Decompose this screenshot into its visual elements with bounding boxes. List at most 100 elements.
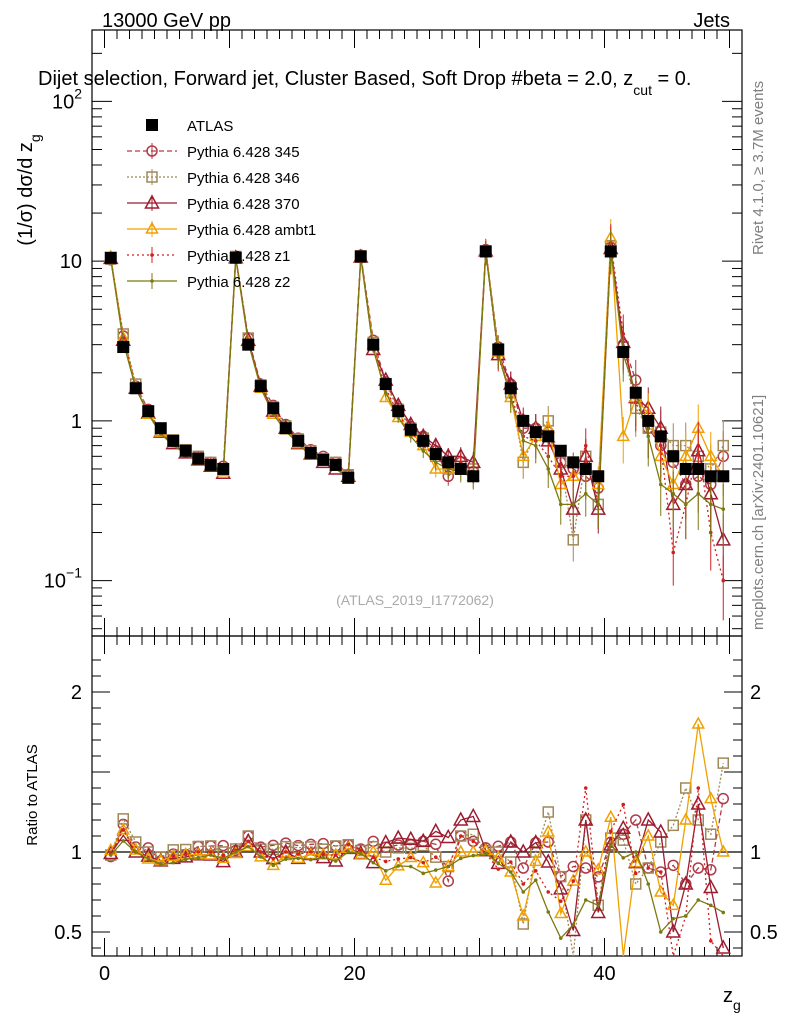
- ratio-point-pythia-6-428-z2: [258, 855, 263, 859]
- point-atlas: [654, 430, 667, 443]
- ratio-point-pythia-6-428-z1: [621, 802, 626, 807]
- ratio-point-pythia-6-428-370: [140, 847, 157, 862]
- ratio-point-pythia-6-428-345: [567, 860, 579, 873]
- point-pythia-6-428-z2: [658, 482, 663, 487]
- point-pythia-6-428-z1: [571, 474, 576, 479]
- point-pythia-6-428-ambt1: [378, 389, 393, 403]
- main-y-tick-base: 10: [44, 571, 66, 593]
- ratio-point-pythia-6-428-z2: [383, 869, 388, 873]
- legend-marker-pythia-6-428-345: [146, 145, 158, 157]
- ratio-x-tick-label: 20: [343, 963, 365, 985]
- ratio-point-pythia-6-428-z2: [471, 853, 476, 858]
- ratio-point-pythia-6-428-370: [590, 903, 607, 919]
- ratio-y-tick-label: 0.5: [54, 922, 82, 944]
- ratio-point-pythia-6-428-z1: [283, 850, 288, 854]
- ratio-point-pythia-6-428-ambt1: [666, 897, 681, 911]
- ratio-point-pythia-6-428-z1: [496, 867, 501, 871]
- legend-marker-pythia-6-428-346: [146, 171, 158, 183]
- point-atlas: [629, 386, 642, 399]
- ratio-point-pythia-6-428-z2: [558, 936, 563, 940]
- ratio-point-pythia-6-428-ambt1: [203, 847, 218, 860]
- ratio-point-pythia-6-428-ambt1: [291, 850, 306, 864]
- ratio-point-pythia-6-428-370: [402, 830, 419, 846]
- ratio-point-pythia-6-428-z2: [571, 922, 576, 927]
- ratio-point-pythia-6-428-370: [640, 811, 657, 826]
- ratio-point-pythia-6-428-346: [680, 782, 692, 794]
- point-atlas: [679, 462, 692, 475]
- legend-label-atlas: ATLAS: [187, 118, 233, 135]
- ratio-point-pythia-6-428-z1: [208, 850, 213, 854]
- ratio-point-pythia-6-428-z2: [458, 856, 463, 861]
- point-pythia-6-428-z2: [433, 460, 438, 465]
- point-pythia-6-428-z2: [708, 502, 713, 507]
- ratio-point-pythia-6-428-z2: [108, 853, 113, 857]
- ratio-point-pythia-6-428-z1: [633, 871, 638, 876]
- ratio-point-pythia-6-428-370: [677, 875, 694, 890]
- x-axis-text: z: [723, 985, 733, 1007]
- ratio-point-pythia-6-428-z2: [596, 903, 601, 908]
- legend-marker-pythia-6-428-z1: [150, 253, 154, 257]
- ratio-point-pythia-6-428-370: [415, 832, 432, 848]
- point-atlas: [267, 402, 280, 415]
- ratio-point-pythia-6-428-ambt1: [241, 839, 256, 852]
- point-atlas: [279, 422, 292, 435]
- point-pythia-6-428-ambt1: [428, 461, 443, 474]
- main-y-tick-label: 10−1: [44, 565, 82, 593]
- energy-label: 13000 GeV pp: [102, 10, 231, 32]
- ratio-point-pythia-6-428-z1: [246, 839, 251, 844]
- ratio-point-pythia-6-428-346: [542, 806, 554, 818]
- ratio-point-pythia-6-428-370: [377, 834, 394, 849]
- ratio-point-pythia-6-428-z1: [421, 860, 426, 865]
- ratio-point-pythia-6-428-z2: [621, 856, 626, 860]
- ratio-point-pythia-6-428-346: [142, 846, 154, 858]
- ratio-point-pythia-6-428-346: [405, 842, 417, 855]
- main-y-tick-exp: −1: [66, 565, 82, 581]
- main-y-tick-exp: 2: [74, 85, 82, 101]
- point-atlas: [204, 458, 217, 471]
- legend-marker-pythia-6-428-370: [144, 194, 160, 209]
- ratio-point-pythia-6-428-z1: [646, 866, 651, 870]
- point-pythia-6-428-z2: [671, 491, 676, 496]
- ratio-point-pythia-6-428-370: [602, 836, 619, 851]
- ratio-point-pythia-6-428-345: [705, 864, 717, 876]
- ratio-point-pythia-6-428-345: [630, 814, 642, 826]
- ratio-point-pythia-6-428-ambt1: [716, 844, 731, 857]
- point-atlas: [479, 245, 492, 258]
- point-pythia-6-428-z2: [721, 507, 726, 511]
- ratio-point-pythia-6-428-ambt1: [516, 908, 531, 921]
- ratio-point-pythia-6-428-z2: [721, 910, 726, 915]
- ratio-point-pythia-6-428-z2: [421, 871, 426, 876]
- point-pythia-6-428-z2: [583, 491, 588, 496]
- ratio-point-pythia-6-428-z2: [246, 844, 251, 849]
- point-pythia-6-428-z1: [671, 550, 676, 555]
- ratio-point-pythia-6-428-ambt1: [578, 844, 593, 857]
- ratio-y-tick-label: 1: [71, 842, 82, 864]
- point-atlas: [117, 341, 130, 354]
- ratio-point-pythia-6-428-z2: [296, 856, 301, 861]
- ratio-point-pythia-6-428-ambt1: [353, 847, 368, 860]
- ratio-point-pythia-6-428-ambt1: [328, 847, 343, 860]
- point-atlas: [154, 422, 167, 435]
- ratio-point-pythia-6-428-z2: [371, 860, 376, 865]
- ratio-point-pythia-6-428-345: [667, 859, 679, 872]
- ratio-point-pythia-6-428-z1: [533, 869, 538, 873]
- ratio-point-pythia-6-428-z1: [396, 857, 401, 861]
- ratio-point-pythia-6-428-z1: [308, 850, 313, 854]
- ratio-point-pythia-6-428-z2: [233, 850, 238, 854]
- point-pythia-6-428-z1: [721, 578, 726, 583]
- main-data-marks: [102, 219, 732, 621]
- point-atlas: [692, 462, 705, 475]
- ratio-point-pythia-6-428-370: [215, 853, 232, 868]
- ratio-point-pythia-6-428-370: [365, 854, 382, 869]
- ratio-point-pythia-6-428-346: [430, 851, 442, 863]
- main-y-tick-base: 1: [71, 411, 82, 433]
- ratio-point-pythia-6-428-z2: [321, 855, 326, 860]
- ratio-point-pythia-6-428-370: [715, 939, 732, 954]
- ratio-point-pythia-6-428-z1: [658, 870, 663, 874]
- ratio-point-pythia-6-428-z1: [271, 856, 276, 861]
- ratio-point-pythia-6-428-370: [652, 823, 669, 838]
- ratio-point-pythia-6-428-370: [527, 834, 544, 849]
- x-axis-sub: g: [733, 997, 741, 1013]
- point-atlas: [367, 338, 380, 351]
